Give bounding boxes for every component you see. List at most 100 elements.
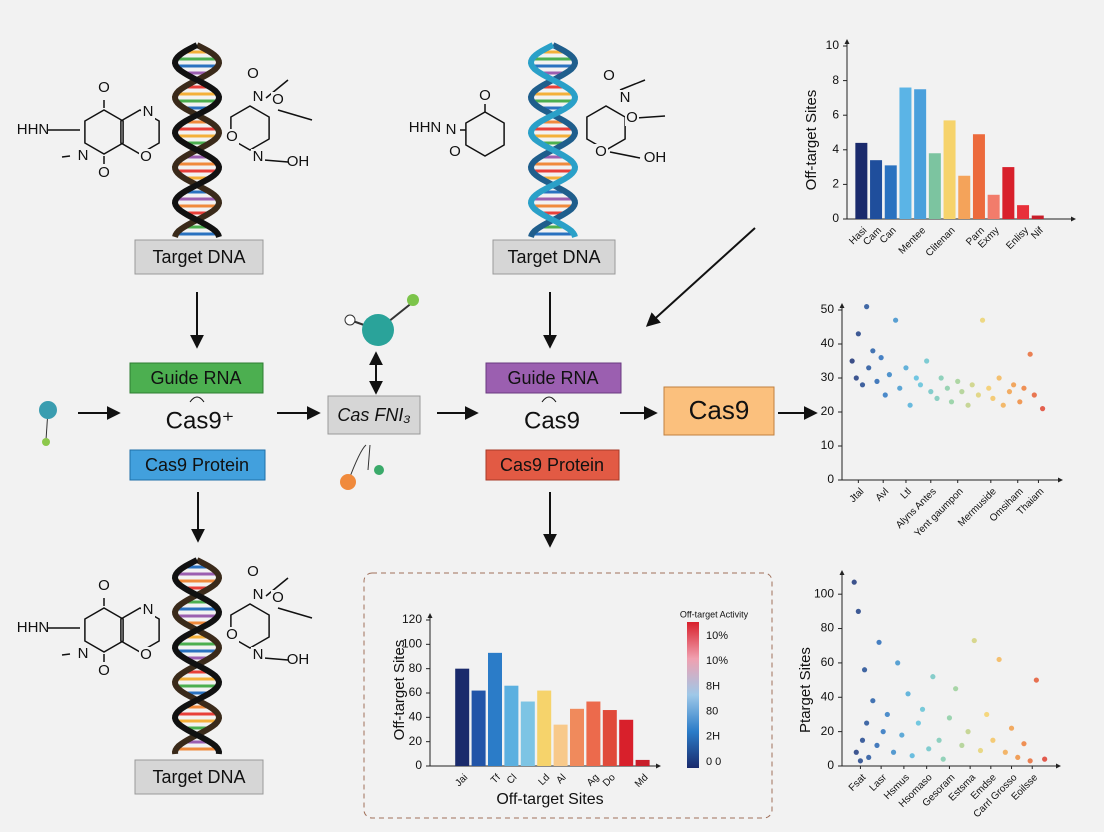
y-tick-label: 20 [821, 404, 835, 418]
point [866, 754, 872, 761]
point [946, 715, 953, 721]
point [905, 691, 911, 697]
y-axis-label: Ptarget Sites [797, 647, 814, 733]
point [990, 395, 996, 401]
atom-label: N [253, 646, 264, 663]
bar [602, 710, 617, 766]
atom-bg [291, 154, 305, 170]
atom-ball [344, 314, 356, 326]
y-tick-label: 8 [832, 73, 839, 87]
strand [171, 557, 223, 755]
atom-label: N [253, 88, 264, 105]
point [880, 729, 886, 735]
atom-label: HHN [17, 619, 50, 636]
point [924, 358, 930, 364]
atom-bg [76, 646, 90, 662]
y-tick-label: 80 [409, 661, 423, 675]
point [979, 317, 986, 323]
y-tick-label: 60 [821, 655, 835, 669]
y-tick-label: 4 [832, 142, 839, 156]
colorbar-label: 2H [706, 731, 720, 743]
point [928, 389, 934, 395]
point [895, 660, 901, 666]
atom-bg [448, 144, 462, 160]
arrows [78, 227, 818, 548]
atom-label: O [479, 87, 491, 104]
point [886, 372, 893, 378]
bar [504, 685, 519, 766]
point [874, 742, 880, 748]
point [884, 711, 890, 718]
y-tick-label: 0 [827, 758, 834, 772]
boxes [129, 239, 775, 795]
atom-bg [251, 149, 265, 165]
y-tick-label: 0 [827, 472, 834, 486]
bond [277, 109, 313, 121]
atom-bg [594, 144, 608, 160]
point [975, 392, 982, 398]
atom-ball [39, 401, 57, 419]
point [870, 348, 876, 354]
atom-label: O [98, 662, 110, 679]
atom-label: O [449, 143, 461, 160]
bar [1031, 215, 1044, 219]
atom-bg [26, 620, 40, 636]
atom-bg [291, 652, 305, 668]
strand [171, 557, 223, 755]
colorbar-label: 0 0 [706, 756, 721, 768]
box-label: Cas9 Protein [145, 455, 249, 475]
atom-bg [139, 149, 153, 165]
inset-frame [363, 572, 773, 819]
atom-label: HHN [17, 121, 50, 138]
bar [899, 87, 912, 220]
box-label: Cas9 Protein [500, 455, 604, 475]
atom-bg [625, 110, 639, 126]
atom-label: OH [287, 651, 310, 668]
point [936, 737, 942, 743]
point [986, 385, 992, 391]
point [1042, 756, 1048, 762]
bar [928, 153, 941, 219]
bond [609, 151, 641, 159]
ring [84, 109, 124, 155]
point [1031, 392, 1037, 398]
point [849, 358, 855, 364]
y-tick-label: 2 [832, 177, 839, 191]
point [1033, 677, 1039, 683]
colorbar-label: 8H [706, 680, 720, 692]
box [663, 386, 775, 436]
point [897, 385, 903, 391]
bar [586, 701, 601, 766]
atom-bg [246, 564, 260, 580]
strand [527, 42, 579, 238]
atom-label: O [140, 148, 152, 165]
bar [958, 175, 971, 219]
arc [541, 396, 557, 403]
box [134, 759, 264, 795]
ring [465, 111, 505, 157]
bond [61, 155, 71, 158]
atom-bg [225, 627, 239, 643]
bond [635, 115, 666, 119]
point [959, 742, 965, 748]
point [955, 378, 961, 384]
atom-bg [444, 122, 458, 138]
atom-bg [97, 578, 111, 594]
atom-label: O [98, 577, 110, 594]
box-label: Guide RNA [150, 368, 241, 388]
atom-ball [374, 465, 384, 475]
atom-bg [251, 587, 265, 603]
atom-bg [648, 150, 662, 166]
box-label: Target DNA [152, 767, 245, 787]
atom-bg [26, 122, 40, 138]
helices [171, 42, 579, 755]
bond [263, 657, 289, 661]
cas9-label: Cas9⁺ [166, 407, 235, 434]
atom-bg [97, 80, 111, 96]
point [861, 667, 868, 673]
bar [537, 690, 552, 766]
bond [265, 577, 289, 597]
